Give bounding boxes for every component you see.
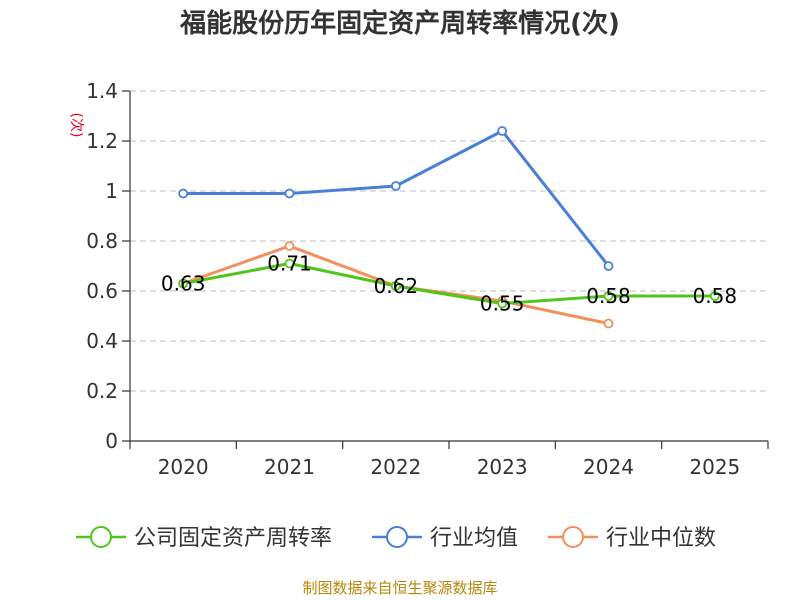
x-tick-label: 2020 (158, 455, 209, 479)
data-label: 0.58 (586, 284, 631, 308)
chart-title: 福能股份历年固定资产周转率情况(次) (179, 8, 620, 39)
data-point (284, 188, 295, 199)
series-line-1 (183, 129, 610, 267)
y-tick-label: 0.6 (86, 279, 118, 303)
source-note: 制图数据来自恒生聚源数据库 (302, 579, 497, 597)
y-tick-label: 0 (105, 429, 118, 453)
data-label: 0.63 (161, 272, 206, 296)
x-tick-label: 2022 (370, 455, 421, 479)
legend-label: 行业均值 (430, 526, 518, 551)
y-tick-label: 1.2 (86, 129, 118, 153)
data-point (178, 278, 189, 289)
data-point (709, 291, 720, 301)
data-label: 0.58 (693, 284, 738, 308)
data-point (390, 281, 401, 291)
y-tick-label: 0.4 (86, 329, 118, 353)
data-label: 0.55 (480, 292, 525, 316)
data-point (497, 298, 508, 309)
series-group (178, 126, 720, 329)
data-label: 0.71 (267, 252, 312, 276)
data-point (497, 126, 508, 136)
data-point (603, 318, 614, 329)
data-point (178, 188, 189, 199)
legend-swatch-marker (386, 526, 408, 548)
data-point (390, 181, 401, 191)
legend-swatch-marker (562, 526, 584, 548)
legend: 公司固定资产周转率 行业均值 行业中位数 (76, 526, 716, 551)
series-line-0 (182, 262, 715, 305)
data-label: 0.62 (374, 274, 419, 298)
legend-label: 公司固定资产周转率 (134, 526, 332, 551)
x-tick-label: 2021 (264, 455, 315, 479)
data-point (284, 241, 295, 251)
data-labels: 0.63 0.71 0.62 0.55 0.58 0.58 (161, 252, 737, 316)
y-axis-label: (次) (68, 113, 84, 138)
x-tick-label: 2025 (689, 455, 740, 479)
axes: 0 0.2 0.4 0.6 0.8 1 1.2 1.4 2020 2021 2022 2023 2024… (86, 79, 769, 479)
y-tick-label: 0.2 (86, 379, 118, 403)
x-tick-label: 2023 (477, 455, 528, 479)
x-tick-label: 2024 (583, 455, 634, 479)
y-tick-label: 1.4 (86, 79, 118, 103)
data-point (603, 291, 614, 301)
data-point (603, 261, 614, 271)
y-tick-label: 1 (105, 179, 118, 203)
legend-label: 行业中位数 (606, 526, 716, 551)
grid-lines (130, 90, 768, 392)
legend-swatch-marker (90, 526, 112, 548)
y-tick-label: 0.8 (86, 229, 118, 253)
data-point (284, 258, 295, 269)
